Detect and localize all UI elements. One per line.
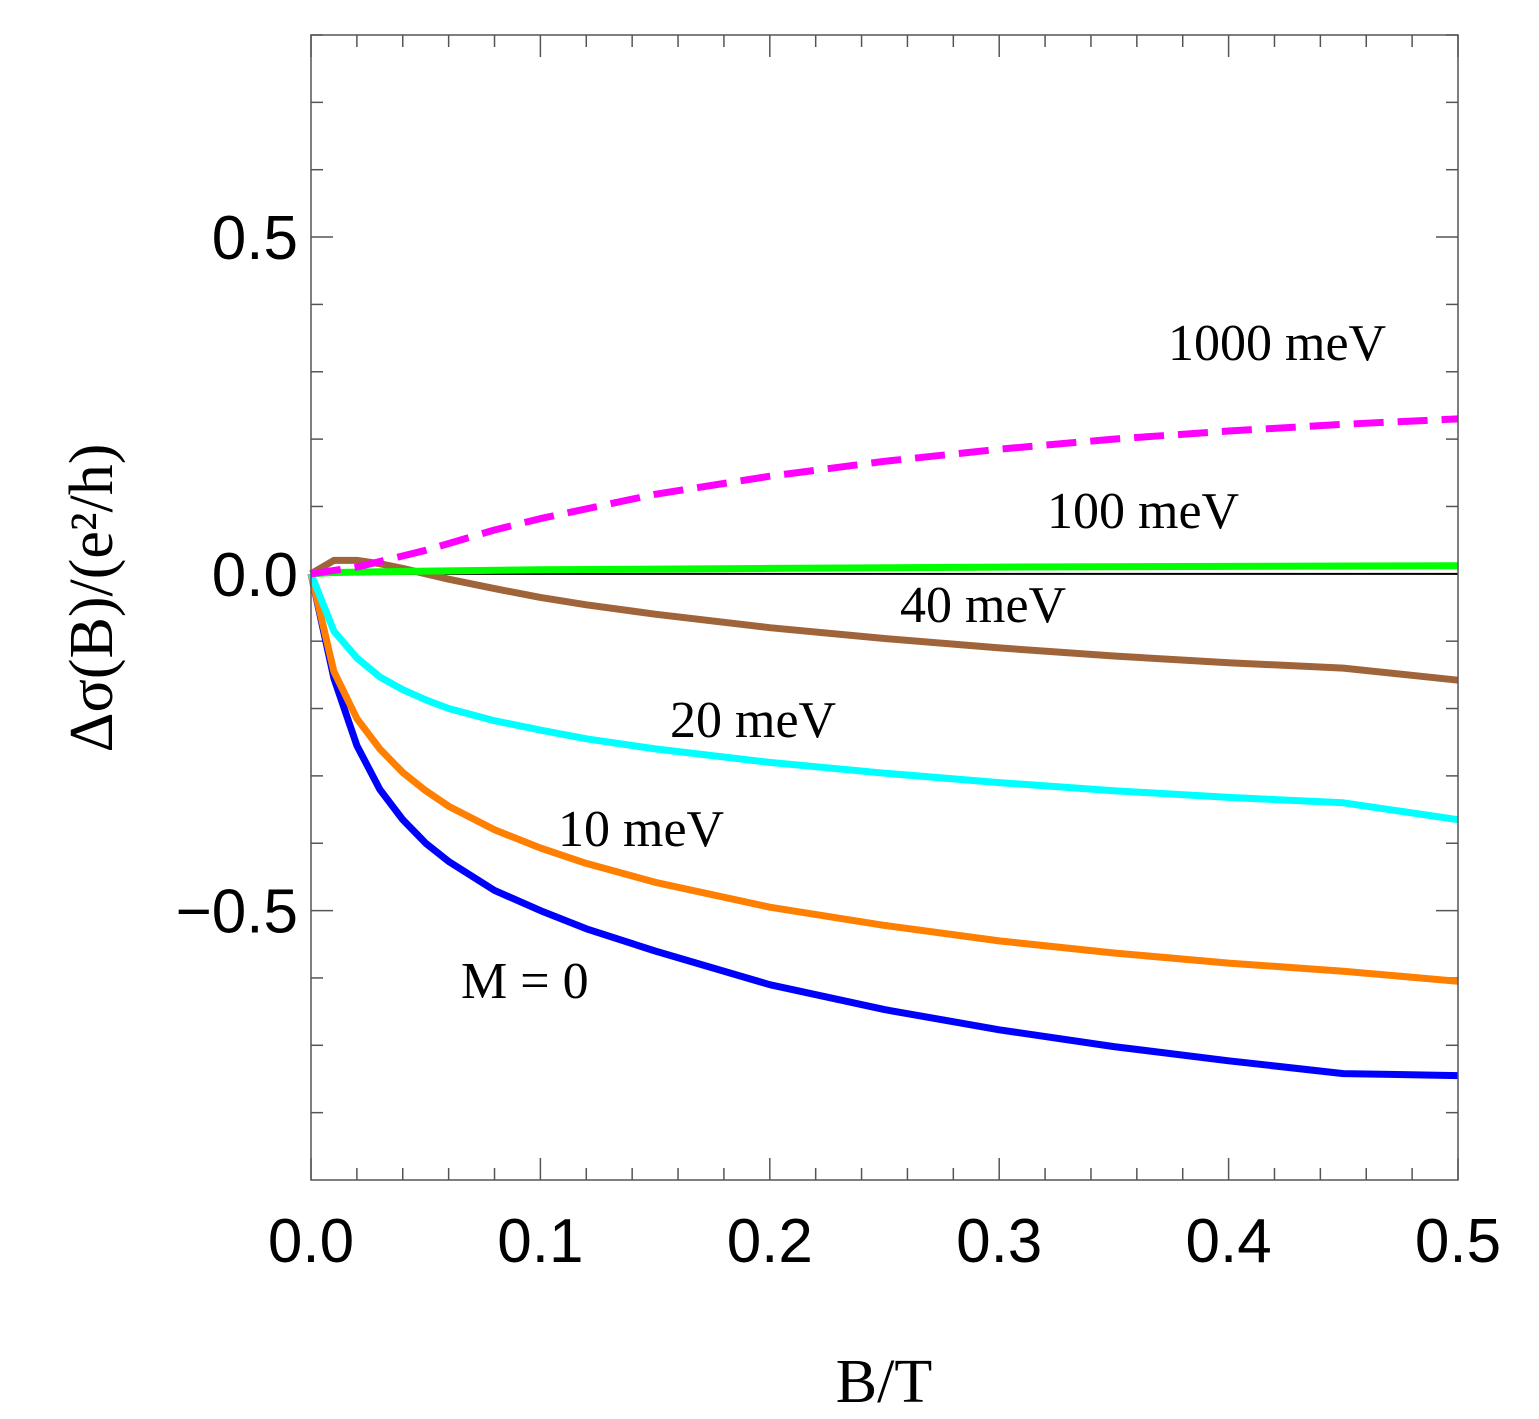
series-line xyxy=(307,573,1459,1080)
x-axis-title: B/T xyxy=(836,1348,932,1416)
series-line xyxy=(307,572,1459,824)
series-label: 1000 meV xyxy=(1168,315,1386,372)
series-label: 20 meV xyxy=(670,692,836,749)
x-tick-labels: 0.0 0.1 0.2 0.3 0.4 0.5 xyxy=(268,1207,1501,1276)
y-tick-label: −0.5 xyxy=(176,878,298,947)
y-axis-title: Δσ(B)/(e²/h) xyxy=(58,444,126,753)
series-line xyxy=(310,562,1459,578)
series-label: 40 meV xyxy=(900,577,1066,634)
y-tick-label: 0.0 xyxy=(212,541,298,610)
axis-ticks xyxy=(310,34,1459,1180)
y-tick-label: 0.5 xyxy=(212,204,298,273)
series-label: 100 meV xyxy=(1047,483,1239,540)
x-tick-label: 0.0 xyxy=(268,1207,354,1276)
x-tick-label: 0.2 xyxy=(727,1207,813,1276)
series-line xyxy=(307,573,1459,985)
x-tick-label: 0.5 xyxy=(1415,1207,1501,1276)
series-curves xyxy=(307,415,1459,1080)
series-labels: M = 0 10 meV 20 meV 40 meV 100 meV 1000 meV xyxy=(461,315,1386,1010)
x-tick-label: 0.3 xyxy=(956,1207,1042,1276)
series-line xyxy=(310,415,1459,578)
plot-frame xyxy=(310,34,1459,1181)
x-tick-label: 0.4 xyxy=(1185,1207,1271,1276)
series-label: 10 meV xyxy=(558,801,724,858)
y-tick-labels: −0.5 0.0 0.5 xyxy=(176,204,298,947)
x-tick-label: 0.1 xyxy=(497,1207,583,1276)
series-line xyxy=(309,556,1459,684)
series-label: M = 0 xyxy=(461,953,589,1010)
